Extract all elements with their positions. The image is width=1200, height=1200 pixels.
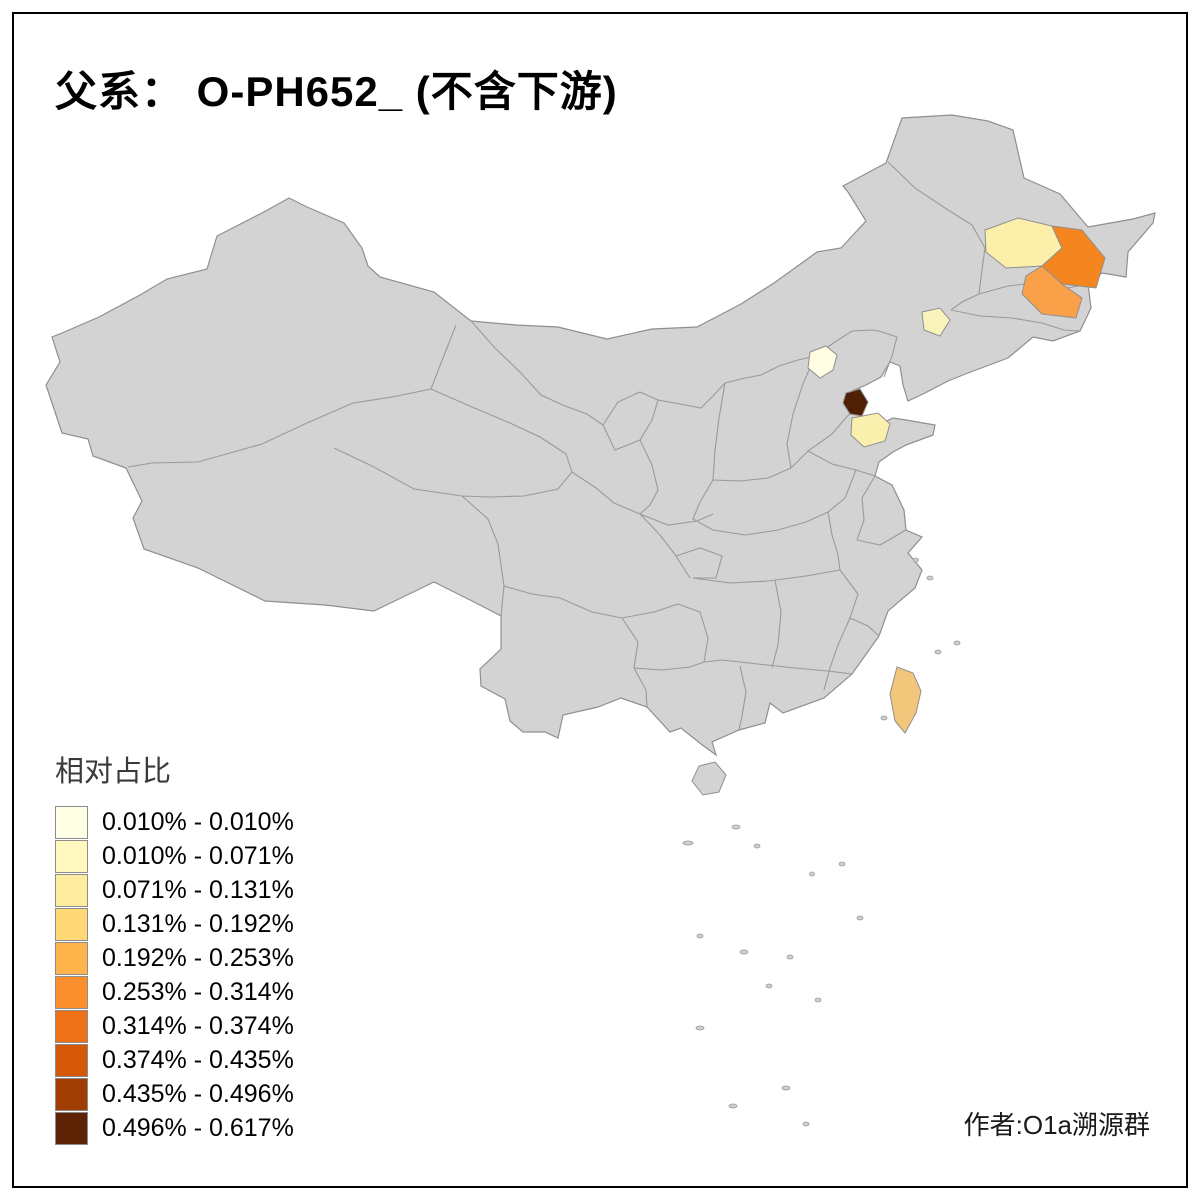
legend-row: 0.496% - 0.617% xyxy=(55,1112,294,1145)
legend-swatch xyxy=(55,806,88,839)
legend: 相对占比 0.010% - 0.010% 0.010% - 0.071% 0.0… xyxy=(55,748,294,1146)
author-credit: 作者:O1a溯源群 xyxy=(963,1110,1150,1140)
region-east-heilongjiang xyxy=(1041,225,1106,289)
legend-swatch xyxy=(55,1078,88,1111)
legend-swatch xyxy=(55,874,88,907)
legend-swatch xyxy=(55,908,88,941)
mainland-china-shape xyxy=(45,114,1156,757)
legend-row: 0.314% - 0.374% xyxy=(55,1010,294,1043)
legend-label: 0.010% - 0.071% xyxy=(102,842,294,870)
legend-title: 相对占比 xyxy=(55,756,172,788)
province-borders xyxy=(127,161,1089,731)
legend-swatch xyxy=(55,1112,88,1145)
legend-swatch xyxy=(55,1010,88,1043)
region-taiwan xyxy=(889,666,922,734)
highlighted-regions xyxy=(807,217,1106,734)
legend-row: 0.253% - 0.314% xyxy=(55,976,294,1009)
legend-swatch xyxy=(55,976,88,1009)
legend-label: 0.374% - 0.435% xyxy=(102,1046,294,1074)
south-china-sea-islands xyxy=(682,557,961,1127)
region-north-shandong-spot xyxy=(850,412,891,448)
legend-swatch xyxy=(55,840,88,873)
legend-label: 0.253% - 0.314% xyxy=(102,978,294,1006)
legend-label: 0.071% - 0.131% xyxy=(102,876,294,904)
region-west-liaoning-spot xyxy=(921,307,951,337)
legend-row: 0.131% - 0.192% xyxy=(55,908,294,941)
legend-row: 0.010% - 0.010% xyxy=(55,806,294,839)
legend-row: 0.192% - 0.253% xyxy=(55,942,294,975)
legend-row: 0.010% - 0.071% xyxy=(55,840,294,873)
legend-label: 0.192% - 0.253% xyxy=(102,944,294,972)
legend-swatch xyxy=(55,942,88,975)
legend-label: 0.010% - 0.010% xyxy=(102,808,294,836)
legend-row: 0.435% - 0.496% xyxy=(55,1078,294,1111)
legend-label: 0.435% - 0.496% xyxy=(102,1080,294,1108)
legend-label: 0.496% - 0.617% xyxy=(102,1114,294,1142)
figure-title: 父系： O-PH652_ (不含下游) xyxy=(55,68,618,115)
legend-row: 0.374% - 0.435% xyxy=(55,1044,294,1077)
region-east-jilin xyxy=(1021,265,1083,319)
region-beijing xyxy=(807,345,838,379)
legend-swatch xyxy=(55,1044,88,1077)
legend-label: 0.314% - 0.374% xyxy=(102,1012,294,1040)
legend-row: 0.071% - 0.131% xyxy=(55,874,294,907)
legend-label: 0.131% - 0.192% xyxy=(102,910,294,938)
hainan-island xyxy=(691,761,727,796)
